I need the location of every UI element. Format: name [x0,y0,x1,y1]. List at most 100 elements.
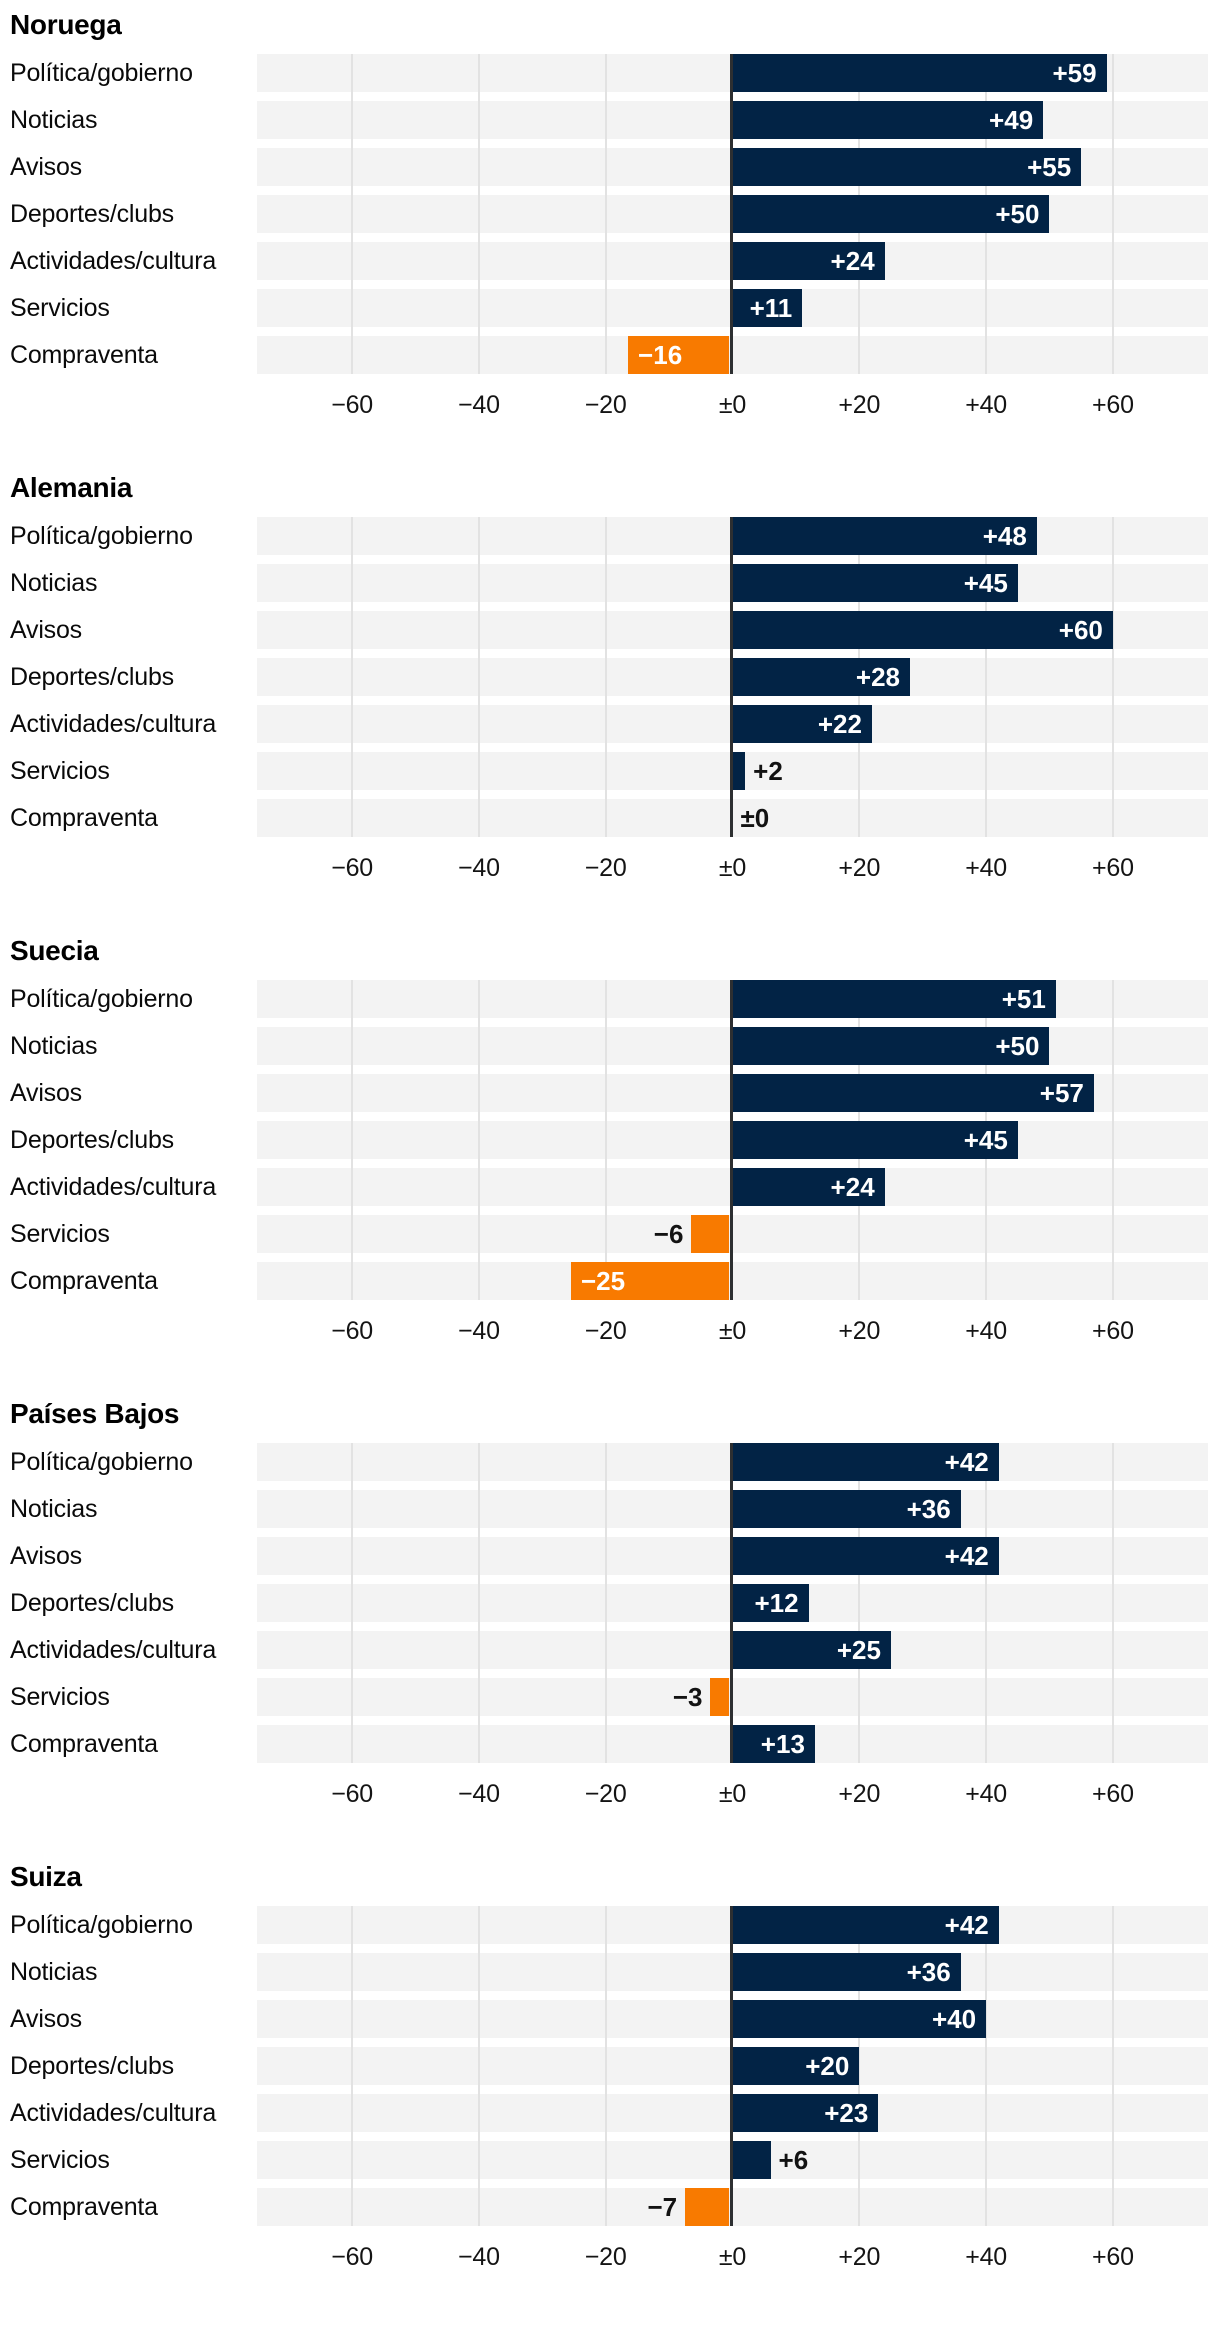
bar-track: +48 [257,517,1208,555]
category-label: Deportes/clubs [10,663,174,691]
bar-track: +13 [257,1725,1208,1763]
category-row: Deportes/clubs +20 [10,2047,1208,2085]
bar-positive: +59 [732,54,1107,92]
x-axis-tick-label: +60 [1091,1317,1134,1345]
bar-track: +57 [257,1074,1208,1112]
bar-value-label: +13 [760,1728,805,1759]
x-axis-tick-label: +40 [965,391,1007,419]
category-label: Política/gobierno [10,59,193,87]
panel-title: Suiza [10,1861,82,1892]
bar-positive: +42 [732,1443,999,1481]
category-row: Noticias +50 [10,1027,1208,1065]
category-label: Deportes/clubs [10,1589,174,1617]
bar-track: +59 [257,54,1208,92]
category-row: Noticias +45 [10,564,1208,602]
x-axis-tick-label: +20 [838,2243,881,2271]
bar-track: −3 [257,1678,1208,1716]
category-row: Deportes/clubs +28 [10,658,1208,696]
x-axis-tick-label: −60 [331,854,373,882]
panel-title: Suecia [10,935,99,966]
bar-positive: +51 [732,980,1056,1018]
bar-track: +28 [257,658,1208,696]
bar-value-label: +45 [963,567,1008,598]
x-axis-tick-label: +60 [1091,854,1134,882]
category-label: Servicios [10,1683,110,1711]
bar-chart: Política/gobierno +42 Noticias +36 Avisos +42… [10,1443,1208,1763]
category-label: Servicios [10,1220,110,1248]
x-axis-tick-label: −40 [457,1780,500,1808]
category-row: Política/gobierno +42 [10,1906,1208,1944]
x-axis-tick-label: −20 [584,854,627,882]
bar-value-label: +42 [944,1446,989,1477]
bar-positive: +20 [732,2047,860,2085]
bar-value-label: +12 [754,1587,799,1618]
bar-value-label: −6 [653,1219,684,1249]
bar-track: ±0 [257,799,1208,837]
category-label: Servicios [10,757,110,785]
bar-track: −7 [257,2188,1208,2226]
bar-track: +40 [257,2000,1208,2038]
bar-positive: +60 [732,611,1113,649]
category-label: Noticias [10,1958,98,1986]
bar-positive: +45 [732,564,1018,602]
bar-track: +45 [257,1121,1208,1159]
bar-track: +24 [257,242,1208,280]
category-row: Actividades/cultura +22 [10,705,1208,743]
category-row: Noticias +49 [10,101,1208,139]
bar-positive: +45 [732,1121,1018,1159]
x-axis-tick-label: −40 [457,1317,500,1345]
x-axis-tick-label: −40 [457,391,500,419]
x-axis-tick-label: −20 [584,1317,627,1345]
bar-value-label: +25 [836,1634,881,1665]
bar-track: +55 [257,148,1208,186]
panel-paises-bajos: Países Bajos Política/gobierno +42 Noticia… [10,1397,1208,1810]
bar-value-label: +51 [1001,983,1046,1014]
category-label: Compraventa [10,1267,158,1295]
category-label: Compraventa [10,1730,158,1758]
x-axis-tick-label: ±0 [718,391,747,419]
category-label: Noticias [10,569,98,597]
bar-positive: +23 [732,2094,879,2132]
bar-positive: +22 [732,705,872,743]
bar-value-label: +36 [906,1493,951,1524]
bar-positive: +42 [732,1906,999,1944]
bar-value-label: +42 [944,1909,989,1940]
bar-track: +11 [257,289,1208,327]
bar-value-label: +22 [817,708,862,739]
x-axis-tick-label: +40 [965,854,1007,882]
x-axis-tick-label: ±0 [718,1780,747,1808]
x-axis-tick-label: −40 [457,2243,500,2271]
bar-value-label: +23 [824,2097,869,2128]
bar-track: −6 [257,1215,1208,1253]
panel-noruega: Noruega Política/gobierno +59 Noticias +49 A… [10,8,1208,421]
x-axis: −60 −40 −20 ±0 +20 +40 +60 [257,2242,1208,2273]
x-axis-tick-label: +60 [1091,2243,1134,2271]
category-label: Compraventa [10,804,158,832]
x-axis-tick-label: −60 [331,1780,373,1808]
bar-track: +50 [257,195,1208,233]
category-label: Deportes/clubs [10,1126,174,1154]
bar-value-label: +48 [982,520,1027,551]
bar-chart: Política/gobierno +48 Noticias +45 Avisos +60… [10,517,1208,837]
category-label: Noticias [10,106,98,134]
bar-positive [732,752,746,790]
bar-value-label: +24 [830,1171,875,1202]
bar-value-label: +2 [753,756,783,786]
x-axis-tick-label: −40 [457,854,500,882]
bar-negative [685,2188,730,2226]
x-axis-tick-label: −20 [584,2243,627,2271]
panel-suecia: Suecia Política/gobierno +51 Noticias +50 Av… [10,934,1208,1347]
bar-value-label: −3 [672,1682,703,1712]
bar-value-label: −16 [638,339,683,370]
bar-value-label: +36 [906,1956,951,1987]
bar-track: +12 [257,1584,1208,1622]
bar-negative [691,1215,730,1253]
x-axis: −60 −40 −20 ±0 +20 +40 +60 [257,390,1208,421]
category-label: Política/gobierno [10,1448,193,1476]
bar-value-label: +57 [1039,1077,1084,1108]
bar-value-label: +24 [830,245,875,276]
category-label: Compraventa [10,341,158,369]
category-label: Avisos [10,153,82,181]
bar-positive: +50 [732,195,1050,233]
bar-positive [732,2141,771,2179]
